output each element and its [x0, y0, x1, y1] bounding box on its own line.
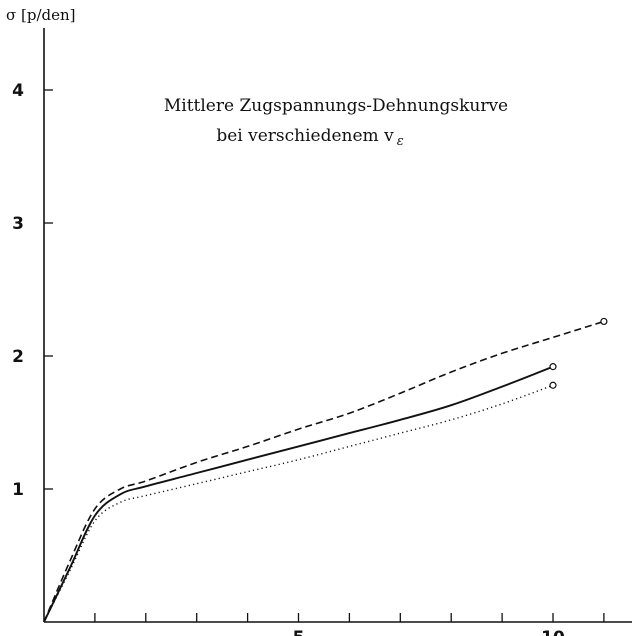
chart-subtitle-subscript: ε — [397, 134, 404, 149]
series-end-marker-dashed — [600, 317, 608, 326]
y-tick-label: 3 — [12, 214, 24, 234]
ticks: 51012345 — [12, 81, 605, 636]
y-tick-label: 4 — [12, 81, 24, 101]
series-line-solid — [43, 365, 554, 623]
y-tick-label: 2 — [12, 347, 24, 367]
series-end-marker-solid — [549, 363, 557, 371]
series-line-dotted — [43, 384, 554, 623]
x-tick-label: 5 — [293, 628, 305, 636]
axes — [43, 28, 632, 623]
y-axis-label: σ [p/den] — [6, 6, 76, 24]
chart-subtitle-text: bei verschiedenem v — [216, 126, 394, 146]
series-group — [43, 317, 608, 623]
y-tick-label: 1 — [12, 480, 24, 500]
x-tick-label: 10 — [541, 628, 565, 636]
series-end-marker-dotted — [549, 381, 557, 389]
chart-title: Mittlere Zugspannungs-Dehnungskurve — [164, 96, 508, 116]
series-line-dashed — [43, 320, 605, 623]
